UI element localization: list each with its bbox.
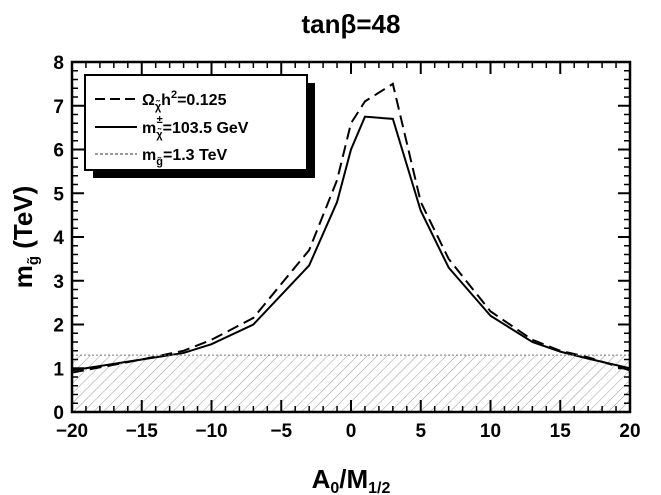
- x-tick-label: −15: [126, 421, 159, 442]
- y-tick-label: 7: [53, 97, 64, 118]
- legend-label-chargino-mass: mχ̃±=103.5 GeV: [142, 114, 249, 141]
- x-tick-label: −20: [56, 421, 88, 442]
- legend-box: [84, 74, 308, 171]
- x-tick-label: 15: [550, 421, 572, 442]
- y-tick-label: 3: [53, 272, 64, 293]
- x-tick-label: 10: [480, 421, 501, 442]
- y-tick-label: 4: [53, 228, 64, 249]
- y-tick-label: 6: [53, 141, 64, 162]
- x-tick-label: 20: [619, 421, 640, 442]
- x-tick-label: −5: [270, 421, 292, 442]
- y-tick-label: 2: [53, 316, 64, 337]
- chart-title: tanβ=48: [302, 9, 401, 39]
- x-tick-label: 5: [415, 421, 426, 442]
- legend-label-gluino-mass: mg̃=1.3 TeV: [142, 147, 227, 168]
- x-axis-label: A0/M1/2: [312, 464, 391, 495]
- series-line-relic-density: [72, 82, 630, 374]
- y-tick-label: 0: [53, 403, 64, 424]
- legend-label-relic-density: Ωχ̃h2=0.125: [142, 89, 227, 113]
- series-line-chargino-mass: [72, 115, 630, 372]
- y-tick-label: 1: [53, 359, 64, 380]
- y-axis-label: mg̃ (TeV): [8, 186, 42, 289]
- x-tick-label: −10: [195, 421, 227, 442]
- y-tick-label: 8: [53, 53, 64, 74]
- y-tick-label: 5: [53, 184, 64, 205]
- x-tick-label: 0: [346, 421, 357, 442]
- legend: Ωχ̃h2=0.125 mχ̃±=103.5 GeV mg̃=1.3 TeV: [84, 74, 315, 178]
